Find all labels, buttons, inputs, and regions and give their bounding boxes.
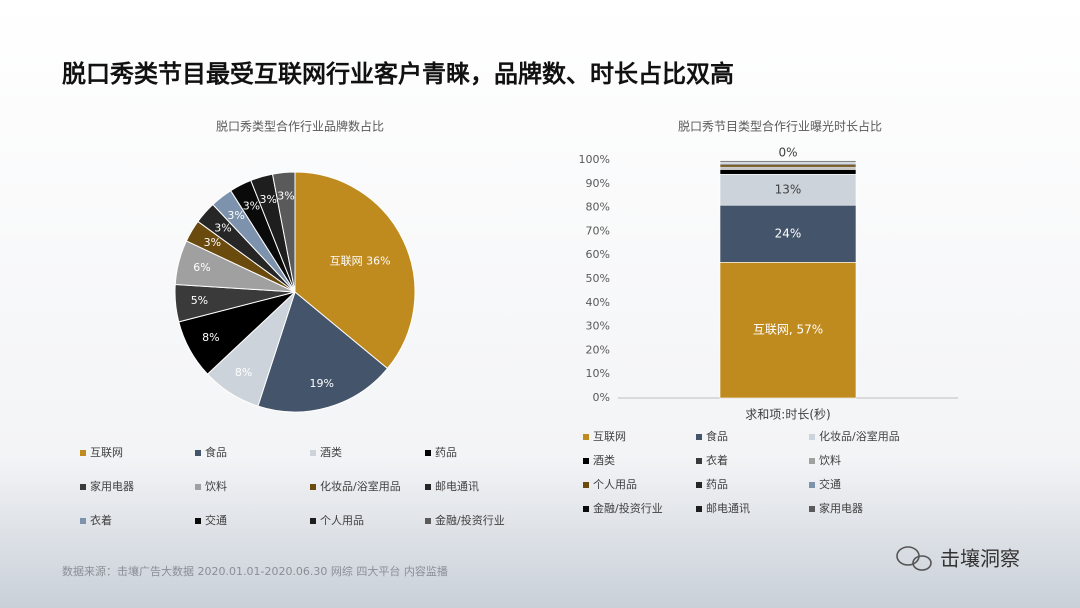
legend-label: 衣着	[706, 453, 728, 467]
legend-label: 交通	[819, 477, 841, 491]
pie-slice	[271, 171, 296, 293]
legend-label: 个人用品	[593, 478, 637, 491]
legend-label: 个人用品	[320, 514, 364, 527]
legend-swatch	[195, 484, 201, 490]
y-tick-label: 90%	[586, 177, 610, 190]
legend-swatch	[425, 450, 431, 456]
legend-swatch	[425, 518, 431, 524]
data-label: 6%	[193, 261, 210, 274]
legend-label: 酒类	[320, 445, 342, 459]
source-note: 数据来源：击壤广告大数据 2020.01.01-2020.06.30 网综 四大…	[62, 564, 448, 578]
data-label: 8%	[202, 331, 219, 344]
y-tick-label: 20%	[586, 343, 610, 356]
logo-icon	[896, 546, 932, 571]
legend-swatch	[809, 458, 815, 464]
data-label: 19%	[310, 377, 334, 390]
data-label: 互联网 36%	[330, 254, 391, 267]
legend-swatch	[195, 450, 201, 456]
legend-swatch	[583, 506, 589, 512]
bar-segment	[719, 164, 857, 168]
legend-label: 饮料	[819, 453, 841, 467]
data-label: 3%	[277, 189, 294, 202]
legend-label: 金融/投资行业	[593, 501, 663, 515]
legend-label: 互联网	[593, 430, 626, 443]
pie-slice	[294, 171, 416, 370]
y-tick-label: 70%	[586, 224, 610, 237]
legend-swatch	[583, 434, 589, 440]
legend-swatch	[696, 434, 702, 440]
legend-label: 家用电器	[90, 479, 134, 493]
legend-swatch	[310, 450, 316, 456]
y-tick-label: 50%	[586, 272, 610, 285]
legend-label: 酒类	[593, 453, 615, 467]
legend-swatch	[80, 484, 86, 490]
y-tick-label: 10%	[586, 367, 610, 380]
y-tick-label: 80%	[586, 201, 610, 214]
data-label: 13%	[775, 182, 802, 196]
data-label: 3%	[259, 193, 276, 206]
bar-segment	[719, 262, 857, 399]
data-label: 24%	[775, 226, 802, 240]
legend-label: 衣着	[90, 513, 112, 527]
legend-label: 药品	[706, 478, 728, 491]
legend-label: 饮料	[205, 479, 227, 493]
data-label: 5%	[191, 294, 208, 307]
slide-title: 脱口秀类节目最受互联网行业客户青睐，品牌数、时长占比双高	[62, 60, 734, 88]
legend-label: 食品	[205, 445, 227, 459]
legend-swatch	[809, 506, 815, 512]
y-tick-label: 60%	[586, 248, 610, 261]
legend-swatch	[80, 450, 86, 456]
legend-swatch	[195, 518, 201, 524]
data-label: 8%	[235, 366, 252, 379]
legend-label: 化妆品/浴室用品	[320, 479, 401, 493]
legend-swatch	[696, 506, 702, 512]
legend-swatch	[310, 518, 316, 524]
legend-label: 化妆品/浴室用品	[819, 429, 900, 443]
data-label: 互联网, 57%	[753, 323, 823, 337]
bar-segment	[719, 204, 857, 263]
legend-label: 邮电通讯	[706, 502, 750, 515]
legend-swatch	[583, 458, 589, 464]
chart-title: 脱口秀类型合作行业品牌数占比	[216, 119, 384, 134]
legend-label: 邮电通讯	[435, 480, 479, 493]
legend-label: 互联网	[90, 446, 123, 459]
legend-label: 家用电器	[819, 501, 863, 515]
legend-swatch	[696, 482, 702, 488]
data-label: 3%	[227, 209, 244, 222]
legend-swatch	[809, 434, 815, 440]
pie-slice	[257, 291, 389, 413]
y-tick-label: 30%	[586, 320, 610, 333]
legend-label: 药品	[435, 446, 457, 459]
data-label: 0%	[778, 146, 797, 160]
chart-title: 脱口秀节目类型合作行业曝光时长占比	[678, 119, 882, 134]
data-label: 3%	[214, 222, 231, 235]
data-label: 3%	[243, 199, 260, 212]
bar-segment	[719, 173, 857, 206]
y-tick-label: 0%	[593, 391, 610, 404]
legend-label: 交通	[205, 513, 227, 527]
legend-swatch	[583, 482, 589, 488]
y-tick-label: 40%	[586, 296, 610, 309]
legend-label: 食品	[706, 429, 728, 443]
legend-swatch	[425, 484, 431, 490]
data-label: 3%	[204, 236, 221, 249]
legend-swatch	[696, 458, 702, 464]
legend-swatch	[80, 518, 86, 524]
legend-swatch	[310, 484, 316, 490]
x-tick-label: 求和项:时长(秒)	[745, 408, 830, 422]
legend-swatch	[809, 482, 815, 488]
legend-label: 金融/投资行业	[435, 513, 505, 527]
logo-text: 击壤洞察	[940, 547, 1020, 571]
y-tick-label: 100%	[579, 153, 610, 166]
